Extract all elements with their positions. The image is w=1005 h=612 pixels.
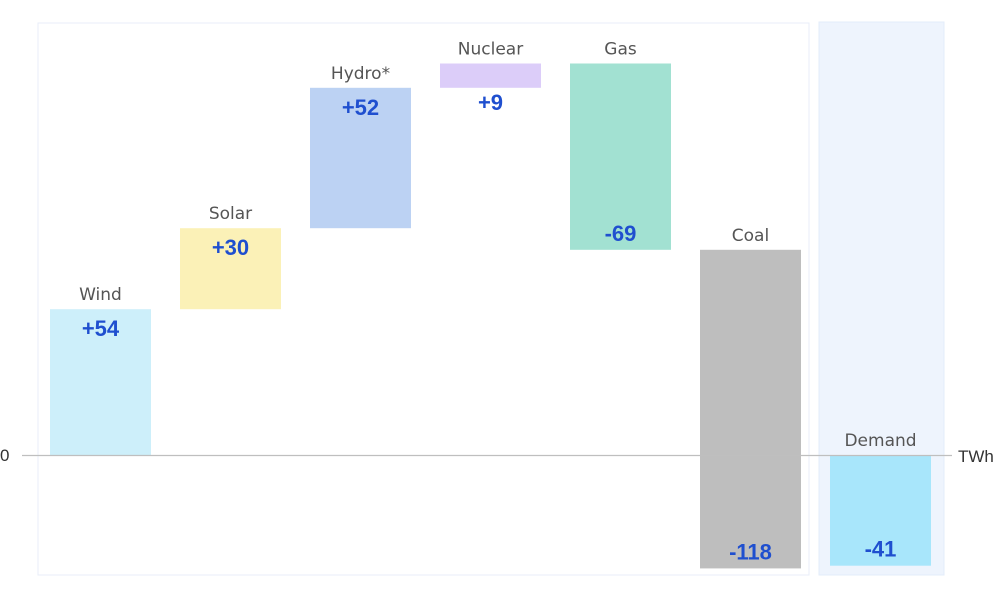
- category-label-wind: Wind: [79, 285, 122, 305]
- plot-area-panel: [37, 22, 810, 576]
- bar-demand: [830, 455, 931, 566]
- category-label-hydro: Hydro*: [331, 64, 390, 84]
- value-label-hydro: +52: [342, 95, 379, 120]
- category-label-solar: Solar: [209, 204, 252, 224]
- category-label-gas: Gas: [604, 40, 637, 60]
- bar-hydro: [310, 87, 411, 229]
- bar-gas: [570, 63, 671, 250]
- unit-label: TWh: [958, 447, 994, 466]
- category-label-coal: Coal: [732, 226, 769, 246]
- bar-coal: [700, 249, 801, 569]
- category-label-nuclear: Nuclear: [458, 40, 523, 60]
- value-label-demand: -41: [865, 537, 897, 562]
- value-label-gas: -69: [605, 221, 637, 246]
- category-label-demand: Demand: [844, 431, 916, 451]
- value-label-coal: -118: [729, 539, 772, 564]
- value-label-nuclear: +9: [478, 90, 503, 115]
- value-label-wind: +54: [82, 316, 120, 341]
- zero-tick-label: 0: [0, 446, 9, 465]
- value-label-solar: +30: [212, 235, 249, 260]
- bars-group: [50, 63, 931, 569]
- labels-group: Wind +54 Solar +30 Hydro* +52 Nuclear +9 Gas -69 C…: [79, 40, 916, 565]
- bar-solar: [180, 228, 281, 310]
- bar-nuclear: [440, 63, 541, 88]
- bar-wind: [50, 309, 151, 455]
